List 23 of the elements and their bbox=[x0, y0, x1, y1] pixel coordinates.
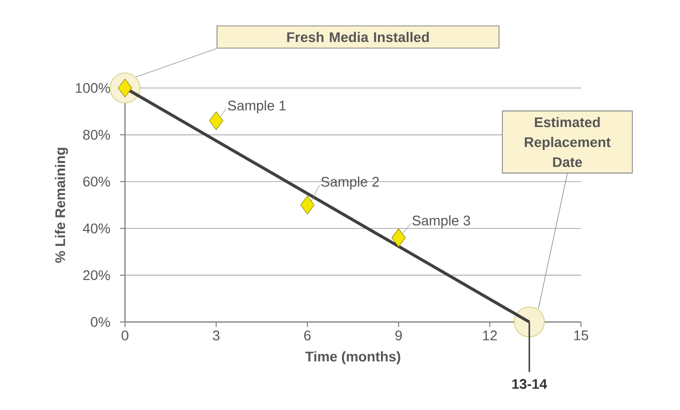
point bbox=[300, 196, 314, 214]
y-tick-label: 40% bbox=[82, 223, 110, 234]
annotation: 13-14 bbox=[512, 379, 548, 389]
y-tick-label: 20% bbox=[83, 270, 110, 280]
annotation: Estimated Replacement Date bbox=[524, 116, 611, 168]
x-tick-label: 3 bbox=[212, 330, 220, 340]
annotation: Sample 3 bbox=[412, 215, 470, 228]
y-tick-label: 60% bbox=[83, 176, 110, 187]
y-axis-title: % Life Remaining bbox=[54, 148, 68, 263]
point bbox=[209, 111, 224, 130]
point bbox=[392, 228, 406, 248]
x-tick-label: 0 bbox=[122, 330, 128, 340]
x-tick-label: 9 bbox=[395, 330, 402, 340]
x-tick-label: 6 bbox=[304, 330, 311, 340]
y-tick-label: 100% bbox=[76, 83, 110, 93]
annotation: Sample 2 bbox=[321, 176, 379, 190]
y-tick-label: 80% bbox=[83, 130, 110, 140]
y-tick-label: 0% bbox=[90, 317, 110, 327]
annotation: Sample 1 bbox=[228, 100, 286, 114]
text: Fresh Media Installed bbox=[287, 32, 429, 42]
x-tick-label: 12 bbox=[483, 330, 497, 340]
x-axis-title: Time (months) bbox=[305, 351, 400, 364]
x-tick-label: 15 bbox=[574, 330, 588, 340]
